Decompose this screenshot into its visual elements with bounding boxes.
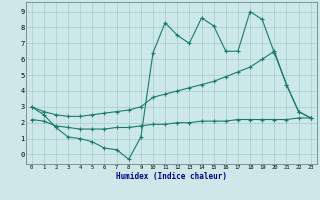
X-axis label: Humidex (Indice chaleur): Humidex (Indice chaleur) <box>116 172 227 181</box>
